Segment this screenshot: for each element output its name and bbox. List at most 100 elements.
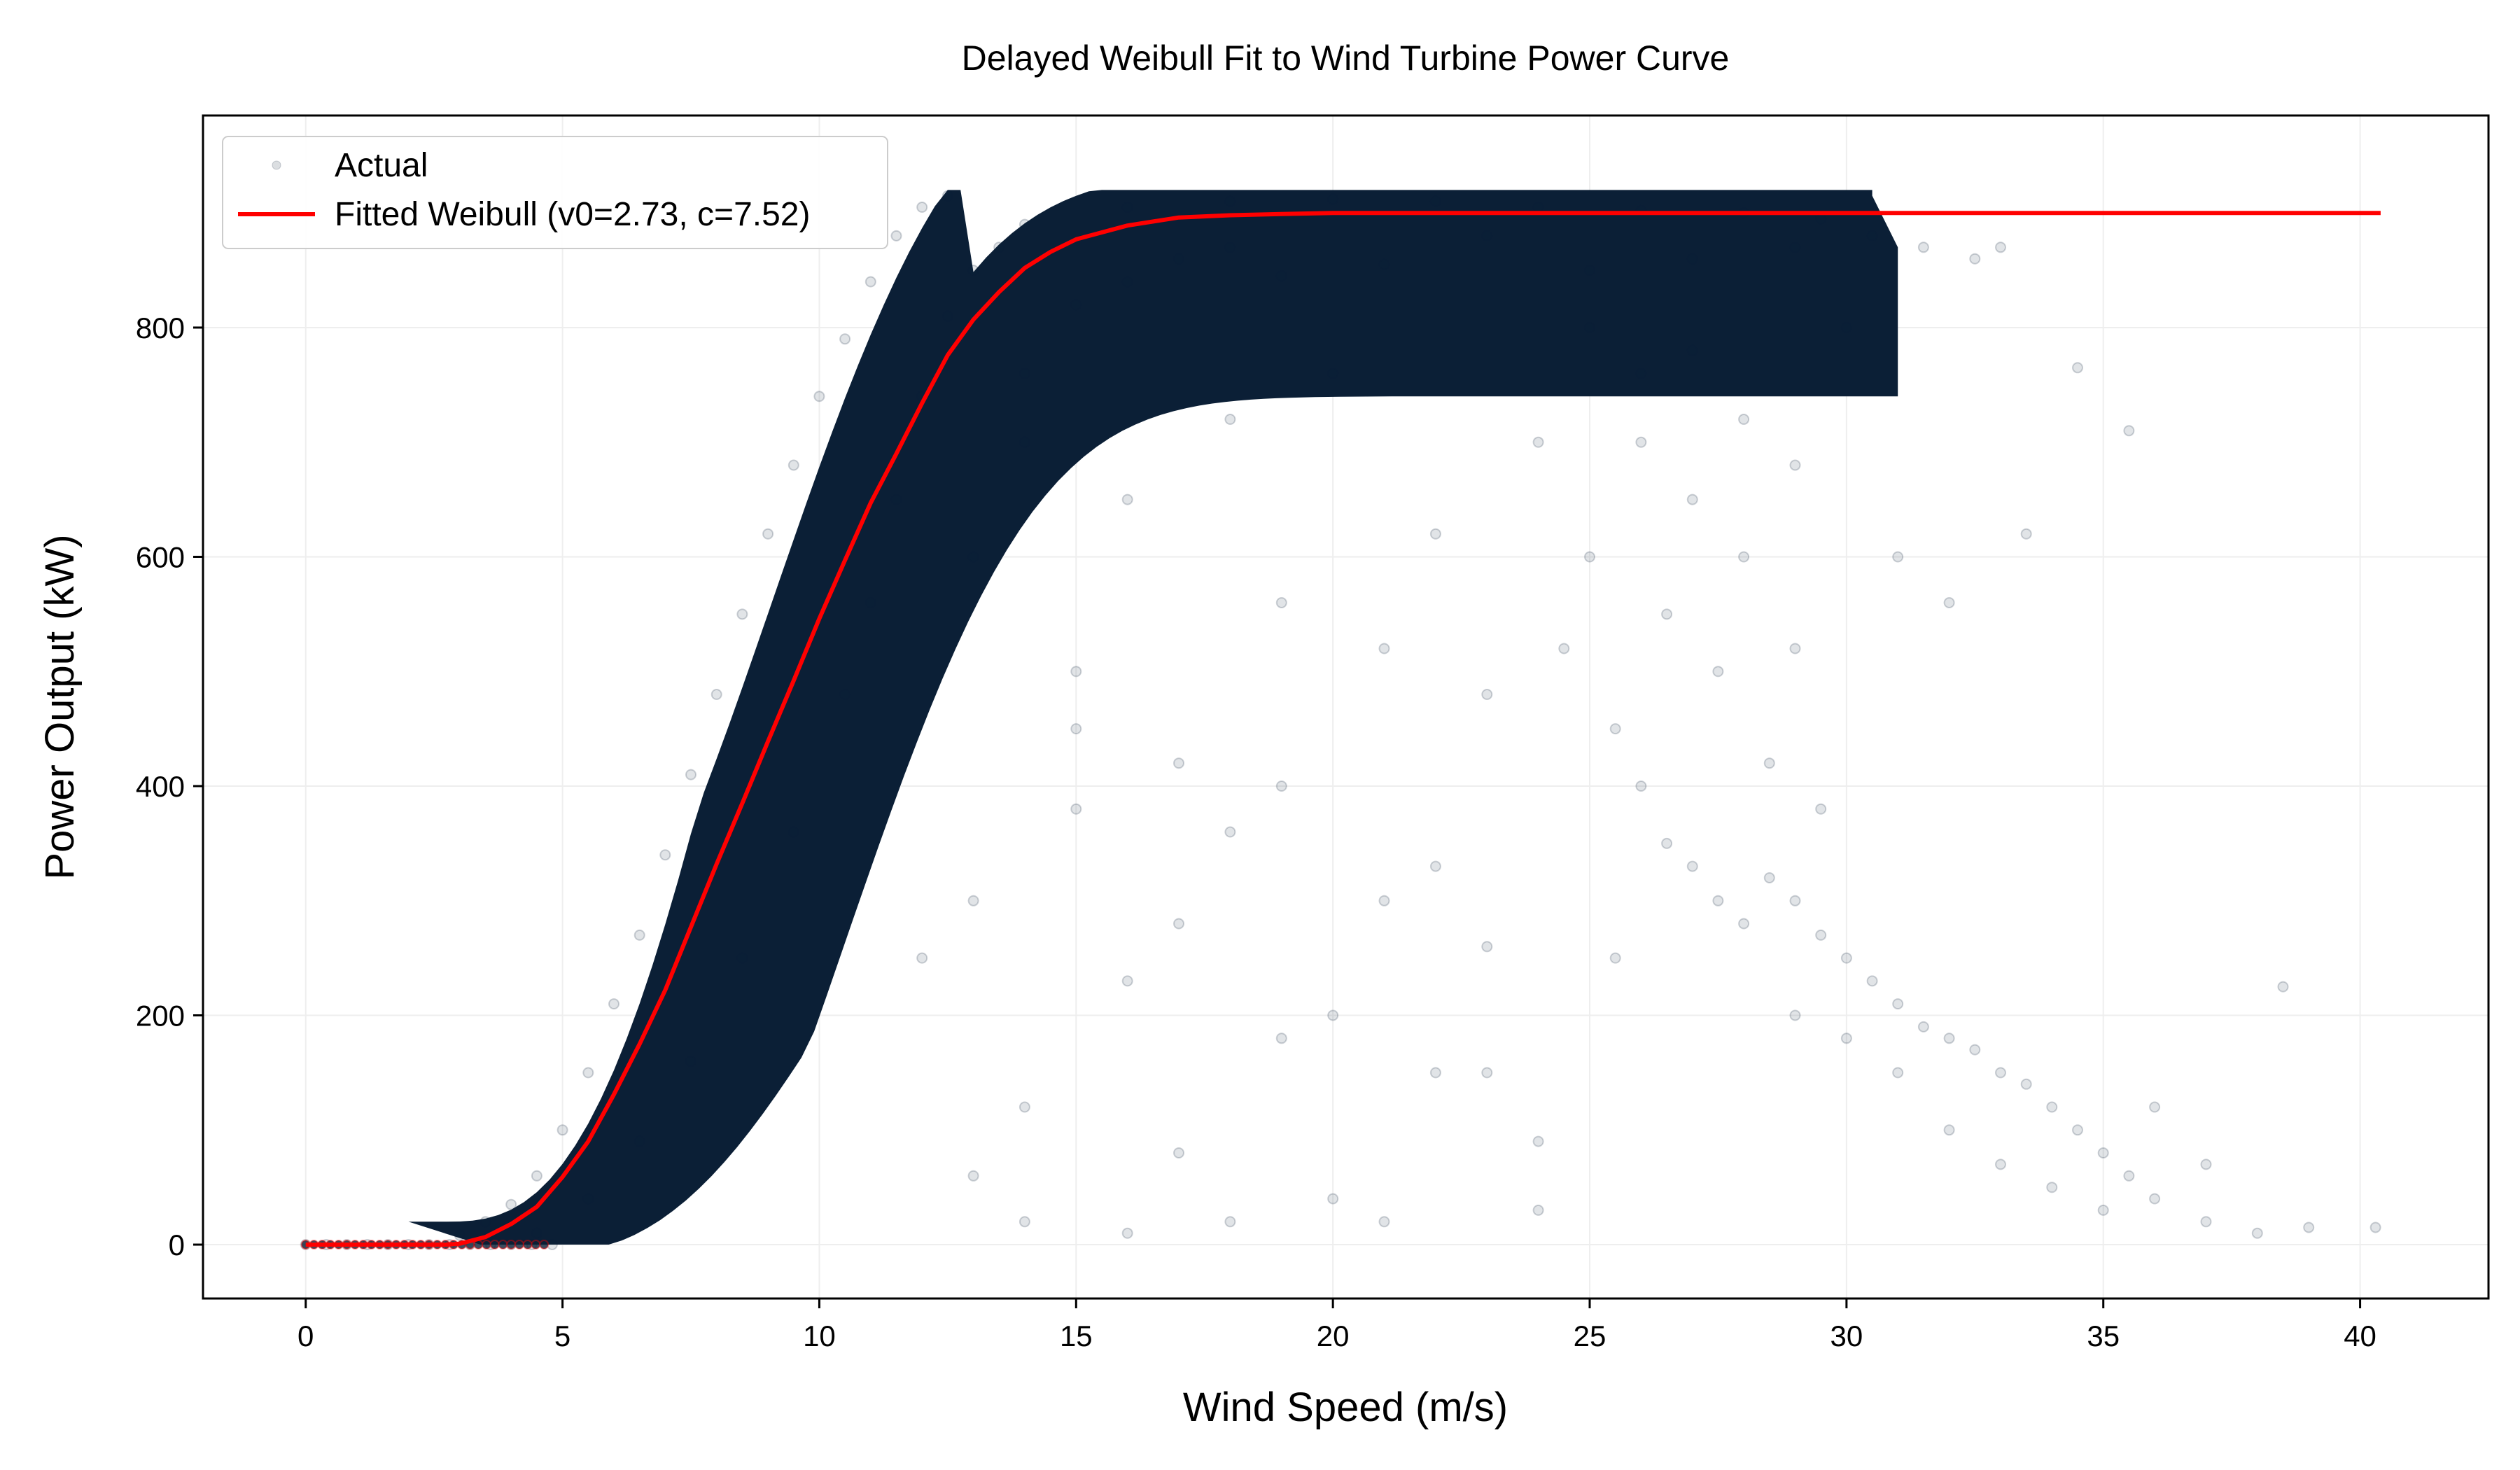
x-axis-ticks: 0 5 10 15 20 25 30 35 40: [298, 1298, 2376, 1352]
scatter-point: [1789, 241, 1801, 253]
scatter-point: [2251, 1227, 2263, 1239]
y-axis-ticks: 0 200 400 600 800: [136, 312, 203, 1261]
scatter-point: [2149, 1193, 2161, 1205]
scatter-point: [1121, 276, 1133, 288]
y-axis-label: Power Output (kW): [37, 534, 83, 879]
scatter-point: [1584, 322, 1595, 333]
x-axis-label: Wind Speed (m/s): [1183, 1385, 1508, 1430]
scatter-point: [1738, 414, 1750, 425]
scatter-point: [1532, 1204, 1544, 1216]
scatter-point: [839, 333, 851, 345]
scatter-point: [1121, 493, 1133, 505]
scatter-point: [890, 230, 902, 241]
scatter-point: [1943, 597, 1955, 608]
scatter-point: [1070, 299, 1082, 311]
y-tick-label: 0: [169, 1228, 185, 1261]
scatter-point: [1840, 322, 1852, 333]
scatter-point: [916, 202, 928, 213]
scatter-point: [556, 1124, 568, 1136]
scatter-point: [1481, 689, 1493, 700]
scatter-point: [1429, 860, 1441, 872]
scatter-point: [1018, 368, 1030, 379]
scatter-point: [1609, 723, 1621, 735]
scatter-point: [1275, 270, 1287, 282]
scatter-point: [1018, 1216, 1030, 1228]
scatter-point: [1173, 1147, 1184, 1158]
scatter-point: [788, 459, 799, 471]
scatter-point: [1943, 1032, 1955, 1044]
scatter-point: [1018, 218, 1030, 230]
scatter-point: [1275, 1032, 1287, 1044]
scatter-point: [498, 1240, 508, 1250]
scatter-point: [1224, 241, 1236, 253]
scatter-point: [1327, 368, 1339, 379]
scatter-point: [1275, 780, 1287, 792]
scatter-point: [2097, 1204, 2109, 1216]
scatter-point: [1892, 998, 1904, 1010]
scatter-point: [1224, 826, 1236, 838]
scatter-point: [2200, 1216, 2212, 1228]
scatter-point: [1995, 1158, 2006, 1170]
scatter-point: [1763, 872, 1775, 883]
scatter-point: [1815, 803, 1827, 815]
scatter-point: [505, 1198, 517, 1210]
scatter-point: [1635, 780, 1647, 792]
scatter-point: [1661, 837, 1673, 849]
scatter-point: [2020, 528, 2032, 540]
scatter-point: [685, 1056, 696, 1067]
scatter-point: [1532, 436, 1544, 448]
scatter-point: [531, 1240, 541, 1250]
scatter-point: [1866, 230, 1878, 241]
scatter-point: [659, 849, 671, 861]
fitted-weibull-line: [305, 211, 2381, 1247]
scatter-point: [839, 689, 851, 700]
scatter-point: [736, 952, 748, 964]
scatter-point: [1738, 551, 1750, 563]
x-tick-label: 25: [1574, 1320, 1606, 1352]
scatter-point: [1815, 213, 1827, 225]
scatter-point: [1686, 493, 1698, 505]
scatter-point: [531, 1227, 542, 1239]
scatter-point: [506, 1240, 517, 1250]
scatter-point: [1840, 1032, 1852, 1044]
scatter-point: [634, 929, 645, 941]
scatter-point: [1018, 436, 1030, 448]
scatter-point: [1173, 918, 1184, 930]
scatter-point: [2097, 1147, 2109, 1158]
scatter-point: [1584, 265, 1595, 276]
scatter-point: [1892, 1067, 1904, 1079]
scatter-point: [762, 528, 774, 540]
scatter-point: [1686, 253, 1698, 265]
scatter-point: [1121, 975, 1133, 987]
scatter-point: [1224, 414, 1236, 425]
scatter-point: [864, 276, 876, 288]
scatter-point: [514, 1240, 524, 1250]
scatter-point: [2200, 1158, 2212, 1170]
scatter-point: [1018, 1101, 1030, 1113]
scatter-point: [1070, 723, 1082, 735]
scatter-point: [489, 1240, 500, 1250]
scatter-point: [539, 1240, 550, 1250]
scatter-point: [1558, 643, 1570, 654]
scatter-point: [2072, 362, 2083, 374]
scatter-point: [531, 1170, 542, 1182]
fitted-curve: [305, 211, 2381, 1247]
scatter-point: [1969, 1044, 1981, 1056]
legend-label-actual: Actual: [335, 147, 428, 184]
scatter-point: [1429, 528, 1441, 540]
legend-label-fit: Fitted Weibull (v0=2.73, c=7.52): [335, 196, 810, 233]
scatter-point: [941, 310, 953, 322]
scatter-point: [993, 241, 1005, 253]
legend-marker-actual: [272, 160, 281, 170]
scatter-point: [1429, 1067, 1441, 1079]
scatter-point: [1917, 1021, 1929, 1032]
scatter-point: [967, 265, 979, 276]
scatter-point: [2123, 1170, 2135, 1182]
scatter-point: [454, 1229, 465, 1241]
scatter-point: [1712, 895, 1724, 906]
scatter-point: [1789, 1009, 1801, 1021]
scatter-point: [1866, 975, 1878, 987]
scatter-point: [2303, 1222, 2315, 1233]
y-tick-label: 800: [136, 312, 185, 344]
